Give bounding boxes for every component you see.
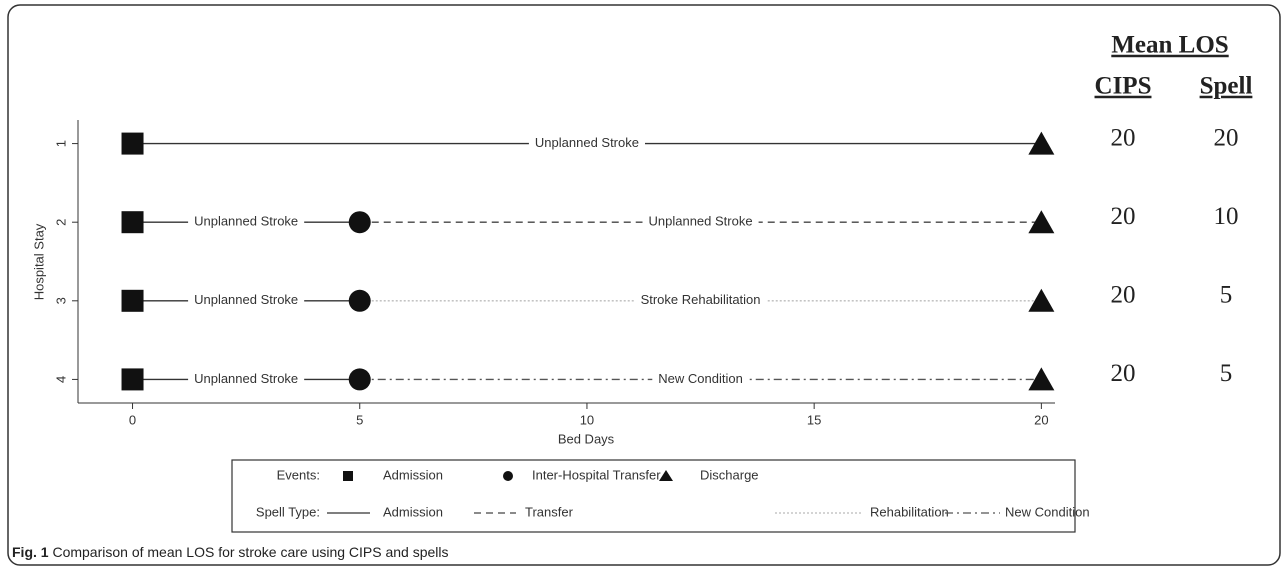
table-title: Mean LOS [1111,32,1228,59]
x-tick-label: 10 [580,412,594,427]
legend-box [231,459,1076,533]
discharge-marker [1028,131,1055,155]
table-header: CIPS [1095,73,1152,100]
segment-label: New Condition [658,371,743,386]
y-axis-label: Hospital Stay [31,223,46,300]
segment-label-bg [528,135,645,151]
discharge-marker [659,470,673,481]
table-header: Spell [1200,73,1253,100]
frame [7,4,1281,566]
discharge-marker [1028,367,1055,391]
discharge-marker [1028,288,1055,312]
segment-label-bg [652,370,749,386]
caption-label: Fig. 1 [12,544,49,560]
x-tick-label: 5 [356,412,363,427]
segment-label-bg [188,370,305,386]
discharge-marker [1028,210,1055,234]
y-tick-label: 2 [53,219,68,226]
table-cell: 20 [1111,124,1136,151]
caption-text: Comparison of mean LOS for stroke care u… [52,544,448,560]
y-tick-label: 1 [53,140,68,147]
segment-label-bg [188,292,305,308]
segment-label-bg [188,213,305,229]
admission-marker [121,368,144,391]
table-cell: 20 [1111,203,1136,230]
table-cell: 20 [1111,360,1136,387]
segment-label-bg [634,292,767,308]
x-tick-label: 0 [129,412,136,427]
admission-marker [121,289,144,312]
segment-label: Unplanned Stroke [649,214,753,229]
x-axis-label: Bed Days [558,431,615,446]
table-cell: 5 [1220,360,1233,387]
table-cell: 5 [1220,282,1233,309]
segment-label: Unplanned Stroke [194,214,298,229]
x-tick-label: 20 [1034,412,1048,427]
table-cell: 20 [1214,124,1239,151]
y-tick-label: 3 [53,297,68,304]
legend-heading: Events: [277,467,320,482]
transfer-marker [348,368,371,391]
y-tick-label: 4 [53,376,68,383]
segment-label-bg [642,213,759,229]
transfer-marker [348,211,371,234]
legend-label: Admission [383,504,443,519]
legend-label: Discharge [700,467,759,482]
segment-label: Unplanned Stroke [535,135,639,150]
legend-label: New Condition [1005,504,1090,519]
admission-marker [121,132,144,155]
legend-label: Admission [383,467,443,482]
admission-marker [343,471,353,481]
x-tick-label: 15 [807,412,821,427]
transfer-marker [348,289,371,312]
transfer-marker [503,471,513,481]
segment-label: Unplanned Stroke [194,371,298,386]
legend-label: Transfer [525,504,574,519]
table-cell: 20 [1111,282,1136,309]
legend-label: Inter-Hospital Transfer [532,467,661,482]
table-cell: 10 [1214,203,1239,230]
caption: Fig. 1 Comparison of mean LOS for stroke… [12,544,449,560]
legend-heading: Spell Type: [256,504,320,519]
admission-marker [121,211,144,234]
segment-label: Stroke Rehabilitation [641,292,761,307]
segment-label: Unplanned Stroke [194,292,298,307]
legend-label: Rehabilitation [870,504,949,519]
